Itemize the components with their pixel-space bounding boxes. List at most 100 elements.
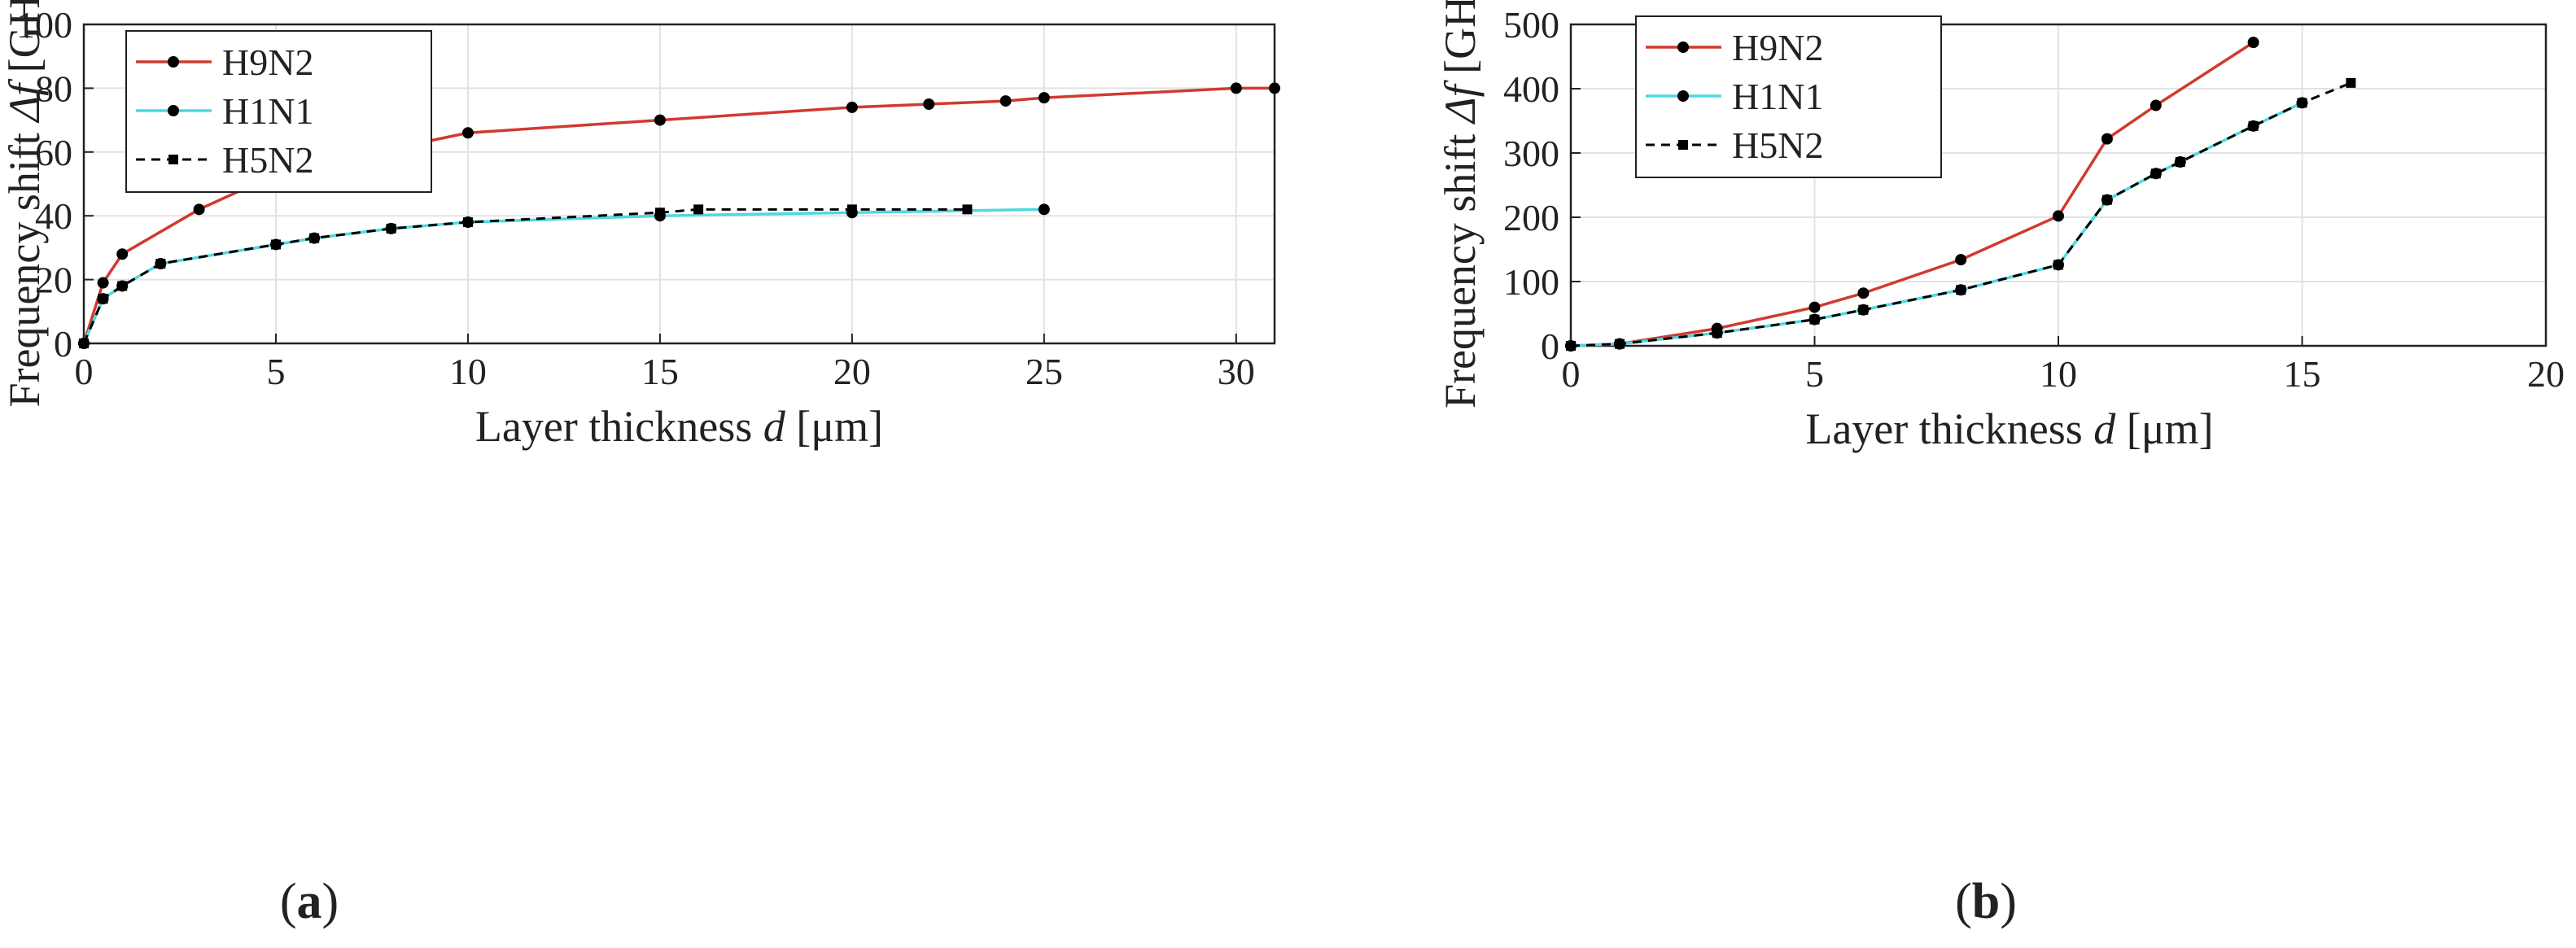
chart-b-legend-label-H9N2: H9N2 xyxy=(1732,27,1823,68)
chart-a-point-H9N2-14 xyxy=(1269,82,1280,94)
chart-a-point-H5N2-9 xyxy=(693,204,704,215)
chart-a-axes-box xyxy=(82,23,1276,345)
chart-a-point-H5N2-6 xyxy=(386,223,396,234)
chart-a-point-H9N2-12 xyxy=(1038,92,1050,104)
chart-b-legend-label-H5N2: H5N2 xyxy=(1732,125,1823,166)
chart-a-xlabel: Layer thickness d [μm] xyxy=(475,402,883,451)
chart-a-xtick-label-3: 15 xyxy=(641,351,679,392)
chart-b-caption: (b) xyxy=(1955,874,2017,929)
chart-a-point-H9N2-13 xyxy=(1230,82,1242,94)
chart-b-xlabel-var: d xyxy=(2093,404,2116,453)
chart-a-legend-label-H1N1: H1N1 xyxy=(222,90,313,132)
chart-a-point-H9N2-8 xyxy=(654,114,666,126)
chart-a-xtick-label-1: 5 xyxy=(266,351,285,392)
chart-b-point-H9N2-8 xyxy=(2150,99,2162,111)
chart-b-ytick-label-2: 200 xyxy=(1503,197,1559,238)
chart-a-ytick-label-4: 80 xyxy=(35,68,72,109)
chart-a-point-H5N2-4 xyxy=(270,239,281,250)
chart-b-point-H5N2-5 xyxy=(1956,285,1966,295)
chart-a-point-H9N2-3 xyxy=(193,203,205,216)
chart-a-caption-close: ) xyxy=(322,874,339,929)
chart-b-xtick-label-1: 5 xyxy=(1805,353,1824,395)
chart-b-point-H5N2-1 xyxy=(1614,339,1625,349)
chart-b-ylabel-var: Δf xyxy=(1436,79,1485,125)
chart-a-legend-marker-H9N2 xyxy=(168,56,179,68)
chart-b-legend-marker-H5N2 xyxy=(1678,140,1688,150)
chart-b-point-H9N2-6 xyxy=(2053,210,2064,222)
chart-b-ylabel: Frequency shift Δf [GHz] xyxy=(1436,0,1485,408)
chart-a-point-H9N2-9 xyxy=(846,101,858,113)
chart-a-point-H5N2-7 xyxy=(462,217,473,228)
chart-a-point-H9N2-11 xyxy=(999,95,1012,107)
chart-a-series-H1N1-line xyxy=(82,208,1044,344)
chart-b-ylabel-unit: [GHz] xyxy=(1436,0,1485,85)
chart-b-point-H9N2-5 xyxy=(1955,254,1967,266)
chart-a-point-H9N2-7 xyxy=(461,127,474,139)
chart-a-ylabel-unit: [GHz] xyxy=(0,0,49,84)
chart-b-point-H5N2-12 xyxy=(2346,77,2356,88)
chart-b-point-H5N2-0 xyxy=(1566,341,1576,351)
chart-a-point-H5N2-0 xyxy=(79,339,89,348)
chart-a-svg: 0 5 10 15 20 25 30 0 20 40 60 80 100 Layer thickness … xyxy=(0,0,1280,929)
chart-a-ytick-label-2: 40 xyxy=(35,195,72,237)
chart-a-point-H1N1-10 xyxy=(1038,203,1050,216)
chart-b-point-H5N2-8 xyxy=(2150,168,2161,179)
chart-a-legend-marker-H5N2 xyxy=(168,155,178,164)
chart-a-xlabel-prefix: Layer thickness xyxy=(475,402,763,451)
chart-b-point-H5N2-3 xyxy=(1809,314,1820,325)
chart-b-xtick-label-2: 10 xyxy=(2040,353,2077,395)
chart-panel-a: 0 5 10 15 20 25 30 0 20 40 60 80 100 Layer thickness … xyxy=(0,0,1280,929)
chart-a-legend-marker-H1N1 xyxy=(168,105,179,116)
chart-b-xlabel-unit: [μm] xyxy=(2115,404,2213,453)
chart-a-series-H5N2-line xyxy=(82,208,968,344)
chart-b-point-H5N2-9 xyxy=(2175,157,2185,168)
chart-a-ylabel-prefix: Frequency shift xyxy=(0,122,49,408)
chart-a-point-H5N2-8 xyxy=(654,208,665,218)
chart-b-xtick-label-0: 0 xyxy=(1562,353,1581,395)
chart-b-point-H5N2-2 xyxy=(1712,328,1722,339)
chart-b-point-H9N2-9 xyxy=(2247,37,2259,49)
chart-b-xlabel: Layer thickness d [μm] xyxy=(1805,404,2213,453)
chart-a-point-H5N2-5 xyxy=(309,233,320,243)
chart-a-legend-label-H9N2: H9N2 xyxy=(222,42,313,83)
chart-a-caption-label: a xyxy=(297,874,322,929)
chart-a-point-H5N2-11 xyxy=(962,204,973,215)
chart-a-point-H9N2-10 xyxy=(923,98,935,110)
chart-b-ytick-label-5: 500 xyxy=(1503,4,1559,46)
chart-a-xtick-label-2: 10 xyxy=(449,351,487,392)
chart-b-ytick-label-1: 100 xyxy=(1503,261,1559,303)
chart-b-point-H9N2-7 xyxy=(2101,133,2113,145)
chart-a-point-H5N2-2 xyxy=(117,281,128,291)
chart-b-point-H9N2-4 xyxy=(1857,287,1870,299)
chart-b-point-H5N2-4 xyxy=(1858,304,1869,315)
chart-a-xtick-label-0: 0 xyxy=(75,351,94,392)
chart-a-ylabel-var: Δf xyxy=(0,78,49,124)
chart-b-point-H5N2-6 xyxy=(2053,260,2063,270)
chart-b-series-H9N2-line xyxy=(1570,41,2255,347)
chart-a-point-H9N2-2 xyxy=(116,248,129,260)
chart-b-point-H5N2-7 xyxy=(2101,194,2112,205)
chart-b-caption-close: ) xyxy=(2000,874,2017,929)
chart-b-ytick-label-4: 400 xyxy=(1503,68,1559,110)
chart-b-ytick-label-0: 0 xyxy=(1541,325,1559,367)
chart-a-ytick-label-1: 20 xyxy=(35,260,72,301)
chart-a-caption-open: ( xyxy=(280,874,297,929)
chart-a-xtick-label-4: 20 xyxy=(833,351,871,392)
chart-b-legend-marker-H9N2 xyxy=(1677,42,1689,53)
chart-b-caption-open: ( xyxy=(1955,874,1972,929)
chart-b-ytick-label-3: 300 xyxy=(1503,133,1559,174)
chart-a-xtick-label-6: 30 xyxy=(1218,351,1255,392)
chart-a-caption: (a) xyxy=(280,874,339,929)
chart-a-point-H5N2-1 xyxy=(98,294,108,304)
chart-b-legend-label-H1N1: H1N1 xyxy=(1732,76,1823,117)
chart-b-xlabel-prefix: Layer thickness xyxy=(1805,404,2093,453)
chart-a-legend-label-H5N2: H5N2 xyxy=(222,139,313,181)
chart-b-point-H9N2-3 xyxy=(1808,301,1821,313)
chart-b-xtick-label-4: 20 xyxy=(2527,353,2565,395)
chart-a-point-H5N2-10 xyxy=(846,204,857,215)
chart-a-xtick-label-5: 25 xyxy=(1026,351,1063,392)
chart-a-point-H9N2-1 xyxy=(97,277,109,289)
chart-a-ytick-label-0: 0 xyxy=(54,323,72,365)
chart-a-xlabel-unit: [μm] xyxy=(785,402,883,451)
